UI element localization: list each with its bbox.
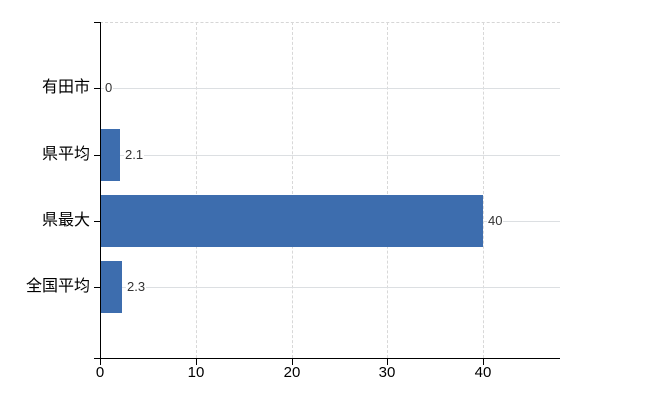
y-axis-tick: [94, 155, 100, 156]
horizontal-gridline: [100, 287, 560, 288]
category-label-1: 県平均: [41, 146, 90, 163]
category-label-2: 県最大: [41, 212, 90, 229]
x-tick-label: 0: [95, 364, 105, 381]
x-tick-label: 30: [378, 364, 396, 381]
category-label-3: 全国平均: [25, 278, 90, 295]
value-label-2: 40: [487, 213, 504, 229]
horizontal-gridline: [100, 88, 560, 89]
y-axis-line: [100, 22, 101, 358]
vertical-gridline: [292, 22, 293, 358]
x-axis-tick: [387, 359, 388, 365]
value-label-0: 0: [104, 80, 114, 96]
x-tick-label: 10: [187, 364, 205, 381]
x-axis-tick: [100, 359, 101, 365]
plot-top-border: [100, 22, 560, 23]
vertical-gridline: [483, 22, 484, 358]
bar-3: [100, 261, 122, 313]
vertical-gridline: [387, 22, 388, 358]
x-tick-label: 40: [474, 364, 492, 381]
y-axis-tick: [94, 221, 100, 222]
bar-2: [100, 195, 483, 247]
x-tick-label: 20: [283, 364, 301, 381]
value-label-3: 2.3: [126, 279, 147, 295]
y-axis-tick: [94, 88, 100, 89]
x-axis-line: [94, 358, 560, 359]
y-axis-tick: [94, 287, 100, 288]
vertical-gridline: [196, 22, 197, 358]
horizontal-gridline: [100, 155, 560, 156]
category-label-0: 有田市: [41, 79, 90, 96]
bar-1: [100, 129, 120, 181]
x-axis-tick: [196, 359, 197, 365]
y-axis-tick: [94, 22, 100, 23]
x-axis-tick: [292, 359, 293, 365]
x-axis-tick: [483, 359, 484, 365]
plot-area: 0 2.1 40 2.3: [94, 22, 560, 365]
value-label-1: 2.1: [124, 147, 145, 163]
